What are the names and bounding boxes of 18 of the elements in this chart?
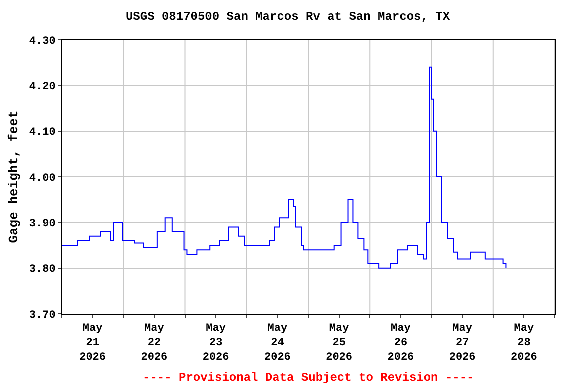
y-tick-label: 4.10 <box>29 127 56 140</box>
y-tick-label: 4.20 <box>29 82 56 94</box>
x-tick-label: May 22 2026 <box>141 323 168 364</box>
y-tick-label: 4.00 <box>29 172 56 185</box>
text: ---- Provisional Data Subject to Revision ---- <box>143 371 474 384</box>
x-tick-label: May 21 2026 <box>80 323 106 364</box>
y-tick-label: 3.90 <box>29 218 56 231</box>
x-tick-label: May 26 2026 <box>388 323 414 364</box>
y-tick-label: 3.80 <box>29 264 56 276</box>
y-axis-title: Gage height, feet <box>6 110 22 244</box>
x-tick-label: May 25 2026 <box>326 323 353 364</box>
y-tick-label: 3.70 <box>29 310 56 322</box>
x-tick-label: May 23 2026 <box>202 323 230 364</box>
chart-title: USGS 08170500 San Marcos Rv at San Marcos, TX <box>126 10 451 24</box>
y-tick-label: 4.30 <box>29 36 56 48</box>
x-tick-label: May 28 2026 <box>510 323 538 364</box>
x-tick-label: May 27 2026 <box>449 323 476 364</box>
x-tick-label: May 24 2026 <box>264 323 291 364</box>
